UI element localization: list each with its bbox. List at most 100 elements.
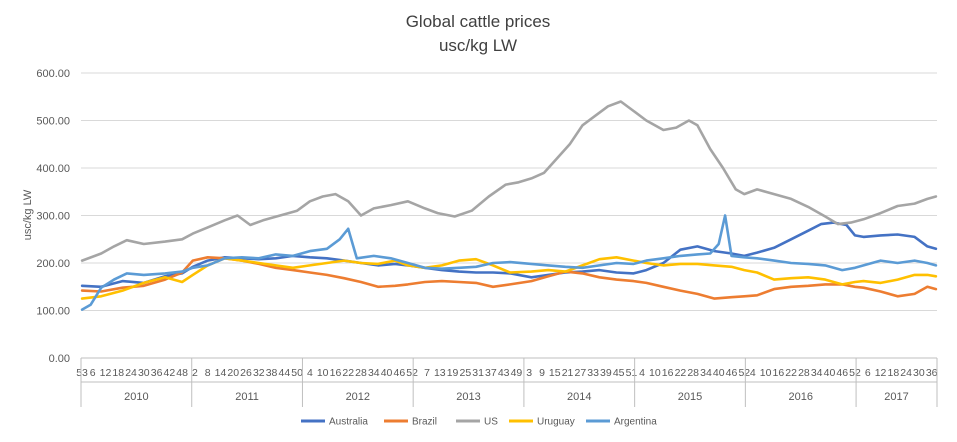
x-tick-label: 48 xyxy=(176,367,188,379)
y-tick-label: 200.00 xyxy=(36,258,70,270)
y-tick-label: 400.00 xyxy=(36,163,70,175)
x-tick-label: 21 xyxy=(562,367,574,379)
series-line-argentina xyxy=(80,214,938,311)
x-tick-label: 40 xyxy=(824,367,836,379)
x-tick-label: 13 xyxy=(434,367,446,379)
x-tick-label: 12 xyxy=(100,367,112,379)
x-tick-label: 46 xyxy=(726,367,738,379)
series-line-uruguay xyxy=(80,255,938,300)
legend: Australia Brazil US Uruguay Argentina xyxy=(301,417,657,428)
x-tick-label: 52 xyxy=(738,367,750,379)
chart-title: Global cattle prices xyxy=(406,12,551,31)
x-tick-label: 18 xyxy=(888,367,900,379)
y-axis-label: usc/kg LW xyxy=(22,189,34,240)
x-tick-label: 32 xyxy=(253,367,265,379)
year-label: 2017 xyxy=(884,391,908,403)
legend-label: Uruguay xyxy=(537,417,575,428)
legend-label: Brazil xyxy=(412,417,437,428)
x-tick-label: 33 xyxy=(587,367,599,379)
x-tick-label: 36 xyxy=(926,367,938,379)
x-tick-label: 44 xyxy=(279,367,291,379)
x-tick-label: 28 xyxy=(798,367,810,379)
x-tick-label: 18 xyxy=(112,367,124,379)
x-tick-label: 40 xyxy=(713,367,725,379)
x-tick-label: 46 xyxy=(393,367,405,379)
x-tick-label: 37 xyxy=(485,367,497,379)
x-tick-label: 43 xyxy=(498,367,510,379)
x-tick-label: 10 xyxy=(760,367,772,379)
x-tick-label: 25 xyxy=(460,367,472,379)
x-tick-label: 16 xyxy=(773,367,785,379)
x-axis-ticks: 53 6 12 18 24 30 36 42 48 2 8 14 20 26 32 38 44 50 4 10 16 22… xyxy=(76,367,937,379)
x-tick-label: 22 xyxy=(785,367,797,379)
x-tick-label: 49 xyxy=(511,367,523,379)
x-tick-label: 51 xyxy=(626,367,638,379)
x-tick-label: 30 xyxy=(138,367,150,379)
x-tick-label: 6 xyxy=(865,367,871,379)
x-tick-label: 42 xyxy=(164,367,176,379)
legend-label: Argentina xyxy=(614,417,657,428)
x-tick-label: 39 xyxy=(600,367,612,379)
series-lines xyxy=(80,100,938,311)
year-label: 2016 xyxy=(788,391,812,403)
x-tick-label: 8 xyxy=(205,367,211,379)
year-label: 2012 xyxy=(346,391,370,403)
x-tick-label: 24 xyxy=(125,367,137,379)
x-axis-years: 2010 2011 2012 2013 2014 2015 2016 2017 xyxy=(80,358,938,407)
x-tick-label: 27 xyxy=(574,367,586,379)
x-tick-label: 26 xyxy=(240,367,252,379)
x-tick-label: 36 xyxy=(151,367,163,379)
x-tick-label: 53 xyxy=(76,367,88,379)
x-tick-label: 46 xyxy=(836,367,848,379)
year-label: 2010 xyxy=(124,391,148,403)
x-tick-label: 19 xyxy=(447,367,459,379)
y-tick-label: 600.00 xyxy=(36,68,70,80)
x-tick-label: 52 xyxy=(406,367,418,379)
x-tick-label: 40 xyxy=(381,367,393,379)
x-tick-label: 4 xyxy=(750,367,756,379)
x-tick-label: 28 xyxy=(355,367,367,379)
y-tick-label: 500.00 xyxy=(36,116,70,128)
x-tick-label: 3 xyxy=(526,367,532,379)
year-label: 2015 xyxy=(678,391,702,403)
x-tick-label: 16 xyxy=(330,367,342,379)
series-line-us xyxy=(80,100,938,262)
x-tick-label: 10 xyxy=(317,367,329,379)
x-tick-label: 50 xyxy=(291,367,303,379)
x-tick-label: 16 xyxy=(662,367,674,379)
x-tick-label: 22 xyxy=(675,367,687,379)
year-label: 2014 xyxy=(567,391,591,403)
x-tick-label: 28 xyxy=(687,367,699,379)
x-tick-label: 6 xyxy=(90,367,96,379)
x-tick-label: 52 xyxy=(849,367,861,379)
x-tick-label: 9 xyxy=(539,367,545,379)
y-axis-ticks: 0.00 100.00 200.00 300.00 400.00 500.00 600.00 xyxy=(36,68,70,365)
x-tick-label: 7 xyxy=(424,367,430,379)
year-label: 2013 xyxy=(456,391,480,403)
x-tick-label: 12 xyxy=(875,367,887,379)
x-tick-label: 10 xyxy=(649,367,661,379)
x-tick-label: 45 xyxy=(613,367,625,379)
x-tick-label: 15 xyxy=(549,367,561,379)
y-tick-label: 300.00 xyxy=(36,211,70,223)
y-tick-label: 100.00 xyxy=(36,306,70,318)
chart-subtitle: usc/kg LW xyxy=(439,36,517,55)
x-tick-label: 38 xyxy=(266,367,278,379)
x-tick-label: 34 xyxy=(700,367,712,379)
legend-label: Australia xyxy=(329,417,368,428)
x-tick-label: 4 xyxy=(307,367,313,379)
legend-label: US xyxy=(484,417,498,428)
x-tick-label: 2 xyxy=(192,367,198,379)
x-tick-label: 31 xyxy=(472,367,484,379)
x-tick-label: 34 xyxy=(368,367,380,379)
x-tick-label: 22 xyxy=(342,367,354,379)
year-label: 2011 xyxy=(235,391,259,403)
x-tick-label: 14 xyxy=(215,367,227,379)
x-tick-label: 4 xyxy=(639,367,645,379)
y-tick-label: 0.00 xyxy=(49,353,70,365)
x-tick-label: 30 xyxy=(913,367,925,379)
x-tick-label: 20 xyxy=(227,367,239,379)
x-tick-label: 24 xyxy=(900,367,912,379)
